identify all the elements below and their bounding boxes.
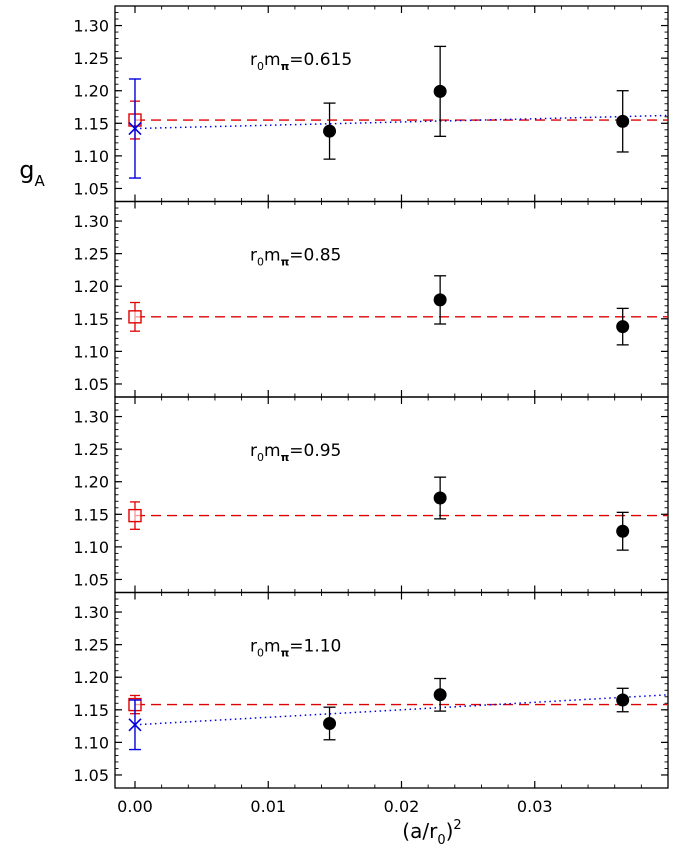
- y-tick-label: 1.05: [73, 570, 109, 589]
- panel-label-r-sub: 0: [257, 256, 264, 269]
- y-tick-label: 1.30: [73, 603, 109, 622]
- panel-label-m: m: [264, 50, 281, 70]
- linear-fit-line: [134, 694, 668, 726]
- panel-label-r-sub: 0: [257, 60, 264, 73]
- x-axis: 0.00 0.01 0.02 0.03: [117, 797, 552, 816]
- y-tick-label: 1.10: [73, 147, 109, 166]
- y-tick-label: 1.30: [73, 212, 109, 231]
- x-axis-label-main: (a/r: [402, 819, 438, 843]
- y-tick-label: 1.10: [73, 342, 109, 361]
- data-point: [616, 524, 630, 538]
- panel-frame: [114, 591, 669, 789]
- linear-fit-marker: [128, 121, 142, 136]
- x-axis-label: (a/r0)2: [402, 818, 461, 848]
- y-tick-label: 1.30: [73, 17, 109, 36]
- y-tick-label: 1.20: [73, 473, 109, 492]
- y-tick-label: 1.25: [73, 49, 109, 68]
- y-tick-label: 1.20: [73, 277, 109, 296]
- panel-label: r0mπ=0.95: [250, 441, 341, 464]
- y-tick-label: 1.05: [73, 179, 109, 198]
- panel-label-r: r: [250, 441, 257, 461]
- y-tick-label: 1.15: [73, 310, 109, 329]
- y-axis-label-main: g: [19, 156, 34, 184]
- fit-lines: [134, 114, 668, 130]
- panels-group: 1.051.101.151.201.251.30r0mπ=0.6151.051.…: [73, 5, 669, 789]
- panel-label-m-sub: π: [281, 451, 290, 464]
- panel-label-m: m: [264, 246, 281, 266]
- data-point: [433, 688, 447, 702]
- y-tick-label: 1.25: [73, 245, 109, 264]
- linear-fit-line: [134, 114, 668, 130]
- panel-label-m-sub: π: [281, 256, 290, 269]
- y-axis-label-sub: A: [34, 172, 45, 190]
- x-tick-label: 0.00: [117, 797, 153, 816]
- panel-4: 1.05 1.10 1.15 1.20 1.25 1.30 r0mπ=1.10: [73, 591, 669, 789]
- panel-label: r0mπ=0.85: [250, 246, 341, 269]
- panel-label: r0mπ=1.10: [250, 637, 341, 660]
- y-tick-label: 1.20: [73, 668, 109, 687]
- panel-label-r-sub: 0: [257, 647, 264, 660]
- panel-frame: [114, 200, 669, 398]
- y-tick-label: 1.25: [73, 440, 109, 459]
- x-axis-label-sup: 2: [453, 818, 461, 833]
- y-tick-label: 1.30: [73, 408, 109, 427]
- constant-fit-marker: [128, 508, 142, 523]
- panel-label-value: =0.95: [289, 441, 341, 461]
- panel-label-value: =0.615: [289, 50, 352, 70]
- panel-label-r-sub: 0: [257, 451, 264, 464]
- y-tick-label: 1.10: [73, 733, 109, 752]
- panel-label: r0mπ=0.615: [250, 50, 352, 73]
- x-tick-label: 0.01: [250, 797, 286, 816]
- data-point: [323, 124, 337, 138]
- y-tick-label: 1.15: [73, 114, 109, 133]
- panel-1: 1.05 1.10 1.15 1.20 1.25 1.30 r0mπ=0.615: [73, 5, 669, 203]
- panel-3: 1.05 1.10 1.15 1.20 1.25 1.30 r0mπ=0.95: [73, 396, 669, 594]
- y-tick-label: 1.20: [73, 82, 109, 101]
- panel-label-r: r: [250, 50, 257, 70]
- y-tick-label: 1.25: [73, 636, 109, 655]
- panel-label-m: m: [264, 441, 281, 461]
- data-point: [616, 114, 630, 128]
- data-point: [323, 716, 337, 730]
- panel-label-r: r: [250, 246, 257, 266]
- data-point: [616, 320, 630, 334]
- constant-fit-marker: [128, 310, 142, 324]
- fit-lines: [134, 694, 668, 726]
- y-tick-label: 1.05: [73, 375, 109, 394]
- data-point: [616, 693, 630, 707]
- panel-frame: [114, 396, 669, 594]
- panel-label-m: m: [264, 637, 281, 657]
- x-axis-label-sub: 0: [437, 833, 445, 848]
- y-tick-label: 1.15: [73, 701, 109, 720]
- data-point: [433, 84, 447, 98]
- panel-label-value: =0.85: [289, 246, 341, 266]
- panel-label-m-sub: π: [281, 647, 290, 660]
- data-point: [433, 491, 447, 505]
- x-tick-label: 0.02: [384, 797, 420, 816]
- panel-2: 1.05 1.10 1.15 1.20 1.25 1.30 r0mπ=0.85: [73, 200, 669, 398]
- linear-fit-marker: [128, 718, 142, 732]
- y-tick-label: 1.15: [73, 505, 109, 524]
- panel-label-r: r: [250, 637, 257, 657]
- panel-label-m-sub: π: [281, 60, 290, 73]
- panel-label-value: =1.10: [289, 637, 341, 657]
- y-tick-label: 1.10: [73, 538, 109, 557]
- x-axis-label-tail: ): [446, 819, 454, 843]
- panel-frame: [114, 5, 669, 203]
- data-point: [433, 293, 447, 307]
- y-axis-label: gA: [19, 156, 45, 190]
- y-tick-label: 1.05: [73, 766, 109, 785]
- x-tick-label: 0.03: [517, 797, 553, 816]
